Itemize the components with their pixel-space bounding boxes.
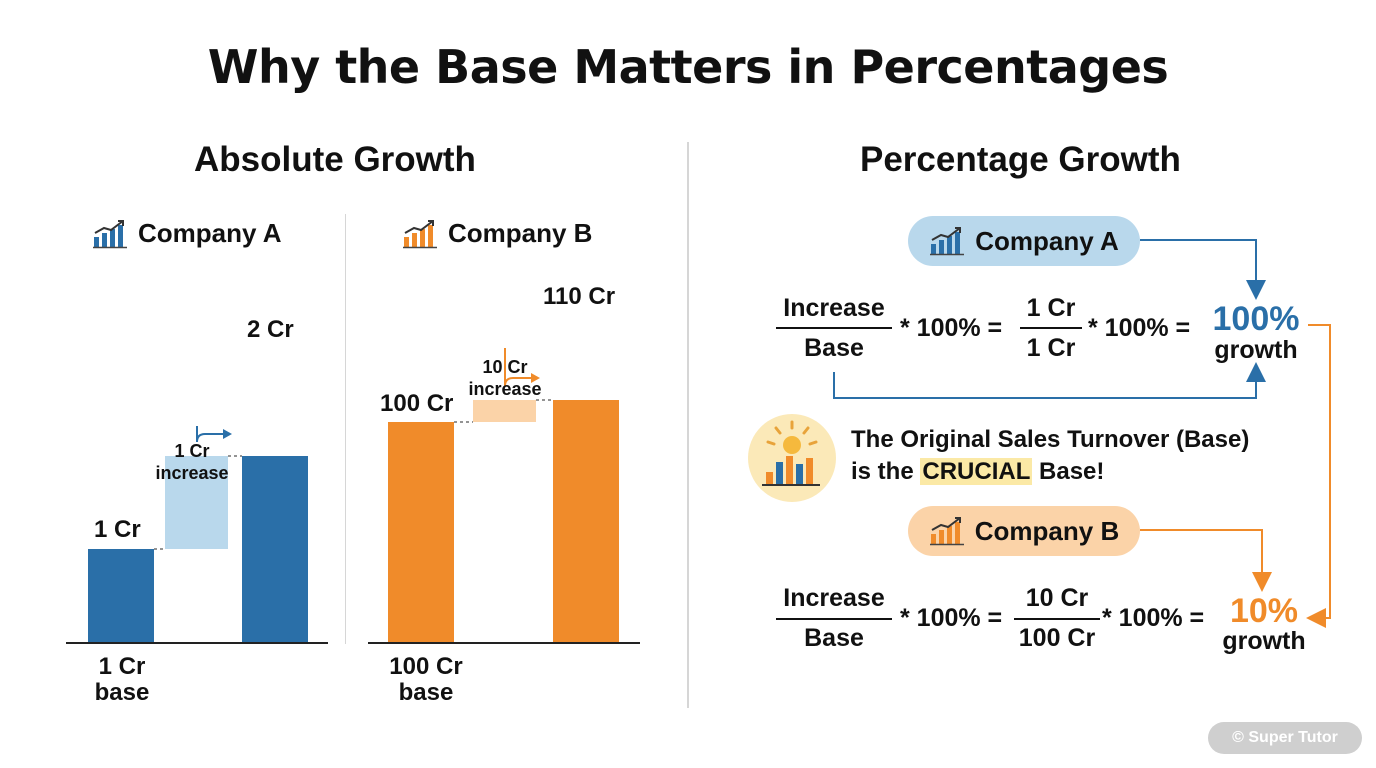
company-a-denominator: 1 Cr (1026, 334, 1076, 362)
fraction-bar (776, 618, 892, 620)
growth-chart-icon (929, 517, 964, 546)
company-a-chart (66, 426, 328, 644)
company-b-name: Company B (448, 218, 593, 248)
times-100-text: * 100% = (900, 604, 1003, 632)
watermark-badge: © Super Tutor (1208, 722, 1362, 754)
base-word: Base (804, 624, 864, 652)
company-b-header: Company B (402, 218, 592, 249)
note-line-2: is the CRUCIAL Base! (851, 456, 1104, 488)
company-a-header: Company A (92, 218, 282, 249)
company-a-increase-label: 1 Cr increase (155, 441, 229, 483)
base-word: Base (804, 334, 864, 362)
arrow-head (531, 373, 540, 383)
new-value-bar (553, 400, 619, 642)
company-a-pill-label: Company A (975, 225, 1119, 256)
note-prefix: is the (851, 458, 921, 485)
company-a-name: Company A (138, 218, 282, 248)
base-bar (388, 422, 454, 642)
absolute-growth-heading: Absolute Growth (194, 140, 476, 179)
company-b-increase-label: 10 Cr increase (468, 357, 542, 399)
increase-block (473, 400, 536, 422)
percentage-growth-heading: Percentage Growth (860, 140, 1181, 179)
increase-arrow (196, 426, 223, 443)
base-to-result-arrow (833, 362, 1266, 399)
main-divider (687, 142, 689, 708)
company-a-numerator: 1 Cr (1026, 294, 1076, 322)
times-100-text: * 100% = (900, 314, 1003, 342)
pill-b-to-result-arrow (1140, 529, 1272, 592)
company-b-base-caption: 100 Cr base (389, 653, 463, 706)
note-suffix: Base! (1032, 458, 1105, 485)
new-value-bar (242, 456, 308, 642)
company-b-new-value: 110 Cr (543, 283, 616, 310)
company-b-denominator: 100 Cr (1018, 624, 1096, 652)
company-a-result: 100% (1212, 300, 1300, 338)
crucial-highlight: CRUCIAL (920, 458, 1033, 485)
page-title: Why the Base Matters in Percentages (207, 40, 1169, 94)
company-a-pill: Company A (908, 216, 1140, 266)
fraction-bar (1014, 618, 1100, 620)
company-b-pill: Company B (908, 506, 1140, 556)
growth-chart-icon (93, 219, 127, 248)
company-b-numerator: 10 Cr (1025, 584, 1089, 612)
company-b-result: 10% (1229, 592, 1299, 630)
note-line-1: The Original Sales Turnover (Base) (851, 426, 1250, 453)
company-b-growth-word: growth (1222, 627, 1306, 655)
chart-divider (345, 214, 346, 644)
company-a-new-value: 2 Cr (247, 316, 294, 343)
times-100-text: * 100% = (1102, 604, 1205, 632)
company-b-pill-label: Company B (974, 515, 1120, 546)
times-100-text: * 100% = (1088, 314, 1191, 342)
fraction-bar (776, 327, 892, 329)
base-bar (88, 549, 154, 642)
company-a-growth-word: growth (1214, 336, 1298, 364)
fraction-bar (1020, 327, 1082, 329)
pill-a-to-result-arrow (1140, 239, 1266, 300)
increase-word: Increase (783, 294, 885, 322)
company-a-base-caption: 1 Cr base (94, 653, 150, 706)
company-b-base-value: 100 Cr (380, 390, 454, 417)
growth-chart-icon (403, 219, 437, 248)
result-a-to-result-b-arrow (1306, 324, 1331, 628)
increase-word: Increase (783, 584, 885, 612)
increase-block (165, 456, 228, 549)
arrow-head (223, 429, 232, 439)
lightbulb-chart-icon (748, 414, 836, 502)
company-b-chart (368, 348, 640, 644)
increase-arrow (504, 348, 531, 387)
growth-chart-icon (930, 227, 965, 256)
company-a-base-value: 1 Cr (94, 516, 141, 543)
